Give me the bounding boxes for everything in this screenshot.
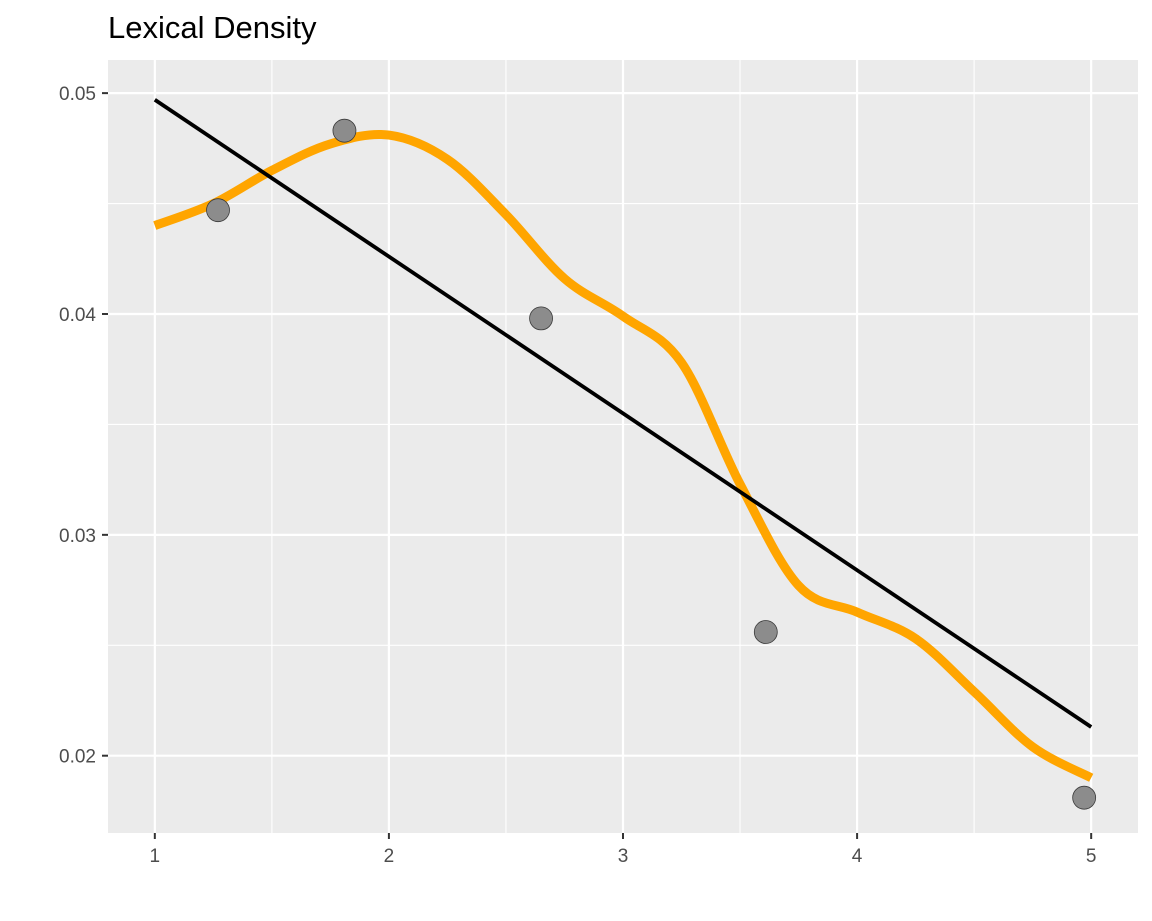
x-tick-label: 1 xyxy=(150,846,161,867)
data-point xyxy=(529,306,553,331)
y-tick-label: 0.05 xyxy=(59,84,96,105)
linear-fit-line xyxy=(153,98,1093,729)
y-tick-labels: 0.02 0.03 0.04 0.05 xyxy=(59,84,96,768)
y-tick-label: 0.02 xyxy=(59,747,96,768)
y-tick-label: 0.04 xyxy=(59,305,96,326)
smooth-fit-layer xyxy=(153,129,1094,782)
x-tick-label: 3 xyxy=(618,846,629,867)
axis-ticks xyxy=(102,92,1093,839)
chart-title: Lexical Density xyxy=(108,10,317,45)
data-point xyxy=(332,118,357,143)
x-tick-labels: 1 2 3 4 5 xyxy=(150,846,1097,867)
x-tick-label: 5 xyxy=(1086,846,1097,867)
data-point xyxy=(1072,785,1097,810)
x-tick-label: 4 xyxy=(852,846,863,867)
y-tick-label: 0.03 xyxy=(59,526,96,547)
linear-fit-layer xyxy=(153,98,1093,729)
smooth-fit-line xyxy=(153,129,1094,782)
x-tick-label: 2 xyxy=(384,846,395,867)
data-point xyxy=(206,198,230,223)
data-points xyxy=(206,118,1097,810)
data-point xyxy=(753,620,778,644)
major-gridlines xyxy=(108,60,1138,833)
